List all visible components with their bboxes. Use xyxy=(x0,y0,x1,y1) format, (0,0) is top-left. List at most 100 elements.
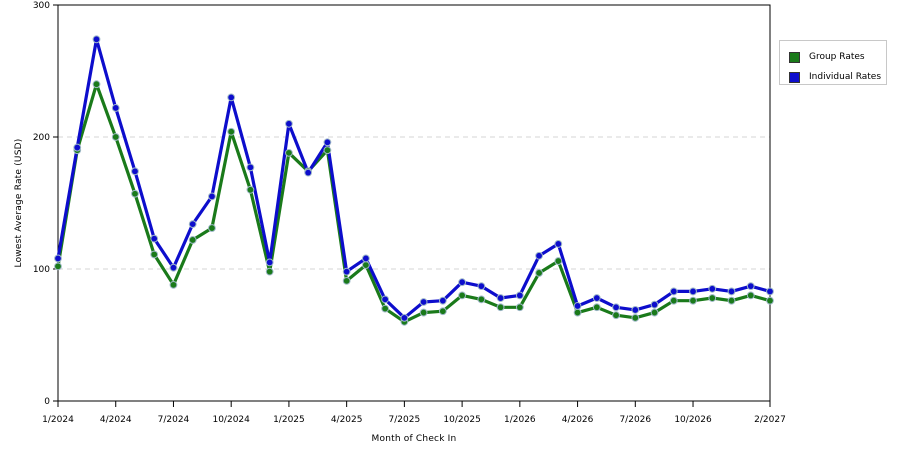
data-point-individual xyxy=(131,167,139,176)
data-point-individual xyxy=(458,278,467,287)
data-point-individual xyxy=(150,234,159,243)
x-tick-label: 1/2024 xyxy=(42,415,74,425)
x-tick-label: 10/2026 xyxy=(674,415,712,425)
data-point-group xyxy=(746,291,755,300)
data-point-individual xyxy=(54,254,62,263)
data-point-individual xyxy=(381,295,390,304)
data-point-group xyxy=(361,261,370,269)
data-point-group xyxy=(689,296,697,305)
data-point-group xyxy=(631,313,640,322)
y-axis-title: Lowest Average Rate (USD) xyxy=(14,139,24,268)
series-layer xyxy=(54,35,774,326)
data-point-group xyxy=(227,127,236,136)
plot-frame xyxy=(57,4,771,402)
data-point-group xyxy=(92,80,101,89)
data-point-individual xyxy=(554,240,563,248)
data-point-group xyxy=(150,250,159,259)
x-tick-label: 2/2027 xyxy=(754,415,786,425)
legend-item-group: Group Rates xyxy=(789,47,886,67)
data-point-group xyxy=(246,185,255,194)
data-point-individual xyxy=(73,143,82,152)
y-tick-label: 100 xyxy=(33,265,50,275)
x-tick-label: 7/2026 xyxy=(619,415,651,425)
gridlines xyxy=(58,136,770,270)
x-tick-label: 4/2025 xyxy=(331,415,363,425)
legend-swatch-group xyxy=(789,51,800,63)
x-tick-label: 7/2024 xyxy=(158,415,190,425)
y-tick-label: 0 xyxy=(44,397,50,407)
legend: Group Rates Individual Rates xyxy=(779,40,887,85)
x-tick-label: 7/2025 xyxy=(389,415,421,425)
data-point-individual xyxy=(265,258,274,267)
data-point-individual xyxy=(188,220,197,229)
data-point-group xyxy=(766,296,774,305)
data-point-group xyxy=(515,303,524,312)
data-point-individual xyxy=(361,254,370,263)
data-point-individual xyxy=(535,251,543,260)
legend-item-individual: Individual Rates xyxy=(789,67,886,87)
data-point-group xyxy=(381,304,390,313)
data-point-individual xyxy=(573,302,582,310)
data-point-individual xyxy=(304,168,313,177)
legend-label-group: Group Rates xyxy=(809,52,865,62)
data-point-group xyxy=(727,296,736,305)
data-point-individual xyxy=(246,163,255,172)
series-line-individual xyxy=(56,37,771,320)
data-point-individual xyxy=(438,296,447,305)
data-point-group xyxy=(342,276,351,285)
data-point-group xyxy=(208,224,216,232)
data-point-group xyxy=(323,146,332,155)
data-point-group xyxy=(419,308,428,317)
data-point-individual xyxy=(650,300,659,309)
data-point-individual xyxy=(92,35,101,44)
legend-swatch-individual xyxy=(789,71,800,83)
x-tick-label: 1/2025 xyxy=(273,415,305,425)
y-tick-label: 200 xyxy=(33,133,50,143)
data-point-group xyxy=(612,311,620,320)
data-point-individual xyxy=(592,294,601,302)
data-point-individual xyxy=(111,104,120,112)
data-point-individual xyxy=(477,282,486,291)
x-tick-label: 10/2024 xyxy=(212,415,250,425)
data-point-individual xyxy=(285,119,293,128)
axes: 0 100 200 300 1/2024 4/2024 7/2024 10/2024 1/202… xyxy=(33,1,786,425)
data-point-group xyxy=(554,257,563,265)
data-point-individual xyxy=(515,291,524,300)
data-point-group xyxy=(111,133,120,141)
data-point-individual xyxy=(227,93,236,102)
data-point-group xyxy=(265,267,274,276)
data-point-group xyxy=(458,291,467,300)
data-point-individual xyxy=(708,284,717,293)
data-point-group xyxy=(438,307,447,316)
data-point-individual xyxy=(419,298,428,306)
data-point-individual xyxy=(689,287,697,296)
data-point-individual xyxy=(669,287,678,296)
series-line-group xyxy=(56,82,771,324)
data-point-group xyxy=(477,295,486,304)
data-point-individual xyxy=(496,294,505,302)
data-point-group xyxy=(535,269,543,277)
data-point-individual xyxy=(342,267,351,276)
data-point-group xyxy=(592,303,601,312)
data-point-group xyxy=(573,308,582,317)
data-point-individual xyxy=(400,313,409,322)
legend-label-individual: Individual Rates xyxy=(809,72,882,82)
y-tick-label: 300 xyxy=(33,1,50,11)
x-tick-label: 10/2025 xyxy=(443,415,480,425)
data-point-individual xyxy=(766,287,774,296)
x-tick-label: 1/2026 xyxy=(504,415,536,425)
data-point-group xyxy=(650,308,659,317)
x-tick-label: 4/2024 xyxy=(100,415,132,425)
x-axis-title: Month of Check In xyxy=(372,434,457,444)
data-point-individual xyxy=(208,192,216,201)
data-point-individual xyxy=(612,303,620,312)
data-point-group xyxy=(496,303,505,312)
x-tick-label: 4/2026 xyxy=(562,415,594,425)
data-point-individual xyxy=(169,263,178,272)
data-point-group xyxy=(708,294,717,302)
data-point-group xyxy=(54,262,62,271)
data-point-group xyxy=(669,296,678,305)
data-point-group xyxy=(131,189,139,198)
data-point-group xyxy=(285,148,293,157)
